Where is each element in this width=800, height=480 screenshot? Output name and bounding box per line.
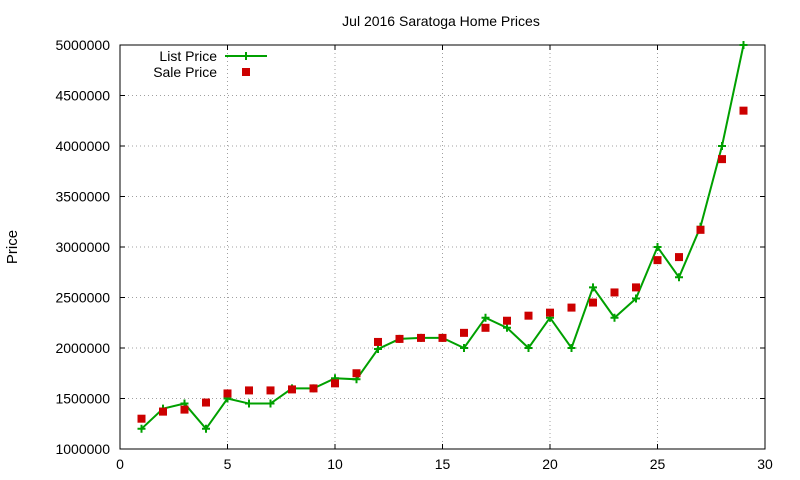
list-price-point (610, 313, 619, 322)
sale-price-point (223, 389, 232, 398)
list-price-point (675, 273, 683, 282)
list-price-point (374, 345, 382, 354)
sale-price-point (180, 405, 189, 414)
legend-plus-marker (242, 52, 250, 60)
sale-price-point (202, 398, 210, 407)
sale-price-point (374, 337, 382, 346)
y-tick-label: 4000000 (55, 138, 110, 154)
sale-price-point (245, 386, 253, 395)
y-tick-label: 2000000 (55, 340, 110, 356)
sale-price-point (503, 316, 511, 325)
list-price-point (460, 344, 468, 352)
sale-price-point (589, 298, 597, 307)
sale-price-point (331, 379, 339, 388)
list-price-point (503, 323, 511, 332)
sale-price-point (653, 256, 662, 265)
list-price-point (266, 399, 275, 408)
list-price-line (140, 44, 745, 431)
x-tick-label: 25 (650, 456, 666, 472)
list-price-point (202, 424, 210, 433)
grid-lines (120, 45, 765, 449)
list-price-point (718, 142, 726, 150)
x-tick-label: 5 (224, 456, 232, 472)
sale-price-point (309, 384, 318, 393)
sale-price-point (266, 386, 275, 395)
y-tick-label: 3000000 (55, 239, 110, 255)
y-axis-label: Price (4, 230, 21, 264)
sale-price-point (438, 333, 447, 342)
sale-price-point (524, 311, 533, 320)
sale-price-point (352, 369, 361, 378)
legend-label: List Price (159, 48, 217, 64)
sale-price-point (460, 328, 468, 337)
chart-title: Jul 2016 Saratoga Home Prices (342, 13, 540, 29)
sale-price-point (395, 334, 404, 343)
y-tick-label: 1500000 (55, 391, 110, 407)
sale-price-point (417, 333, 425, 342)
y-tick-label: 3500000 (55, 189, 110, 205)
list-price-point (653, 243, 662, 251)
x-tick-label: 20 (542, 456, 558, 472)
sale-price-point (632, 283, 640, 292)
x-tick-label: 0 (116, 456, 124, 472)
list-price-point (137, 424, 146, 433)
y-tick-label: 2500000 (55, 290, 110, 306)
sale-price-point (675, 253, 683, 262)
sale-price-point (610, 288, 619, 297)
sale-price-point (567, 303, 576, 312)
sale-price-point (137, 414, 146, 423)
sale-price-point (739, 106, 748, 115)
sale-price-point (288, 385, 296, 394)
sale-price-point (718, 155, 726, 164)
sale-price-point (546, 308, 554, 317)
legend-square-marker (242, 68, 250, 76)
sale-price-point (696, 225, 705, 234)
list-price-point (739, 41, 748, 49)
y-tick-label: 5000000 (55, 37, 110, 53)
x-tick-label: 15 (435, 456, 451, 472)
sale-price-point (159, 407, 167, 416)
list-price-point (567, 344, 576, 352)
list-price-point (589, 283, 597, 292)
list-price-point (481, 313, 490, 322)
x-tick-label: 30 (757, 456, 773, 472)
y-tick-label: 4500000 (55, 88, 110, 104)
legend-label: Sale Price (153, 64, 217, 80)
list-price-point (245, 399, 253, 408)
series-layer (137, 41, 748, 433)
y-tick-label: 1000000 (55, 441, 110, 457)
x-tick-label: 10 (327, 456, 343, 472)
axis-ticks: 0 5 10 15 20 25 30 1000000 1500000 2000000 2500000… (55, 37, 773, 472)
list-price-point (632, 294, 640, 303)
sale-price-point (481, 323, 490, 332)
list-price-point (524, 344, 533, 352)
